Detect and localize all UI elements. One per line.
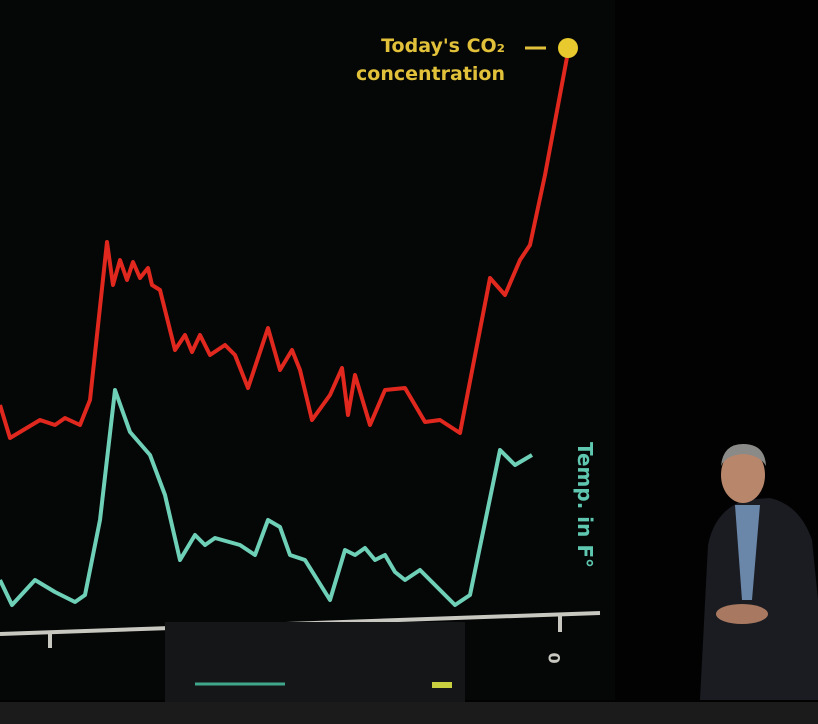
- co2-line: [0, 51, 570, 440]
- annotation-dot: [558, 38, 578, 58]
- presenter: [700, 444, 818, 700]
- stage-monitor: [165, 622, 465, 702]
- annotation-line: Today's CO₂: [381, 35, 505, 57]
- tick-label: 0: [545, 652, 564, 663]
- annotation-line: concentration: [356, 63, 505, 85]
- axis-label: Temp. in F°: [573, 442, 597, 568]
- screen: [0, 0, 615, 700]
- bottom-bar: [0, 702, 818, 724]
- temperature-line: [0, 388, 534, 607]
- monitor-glow: [432, 682, 452, 688]
